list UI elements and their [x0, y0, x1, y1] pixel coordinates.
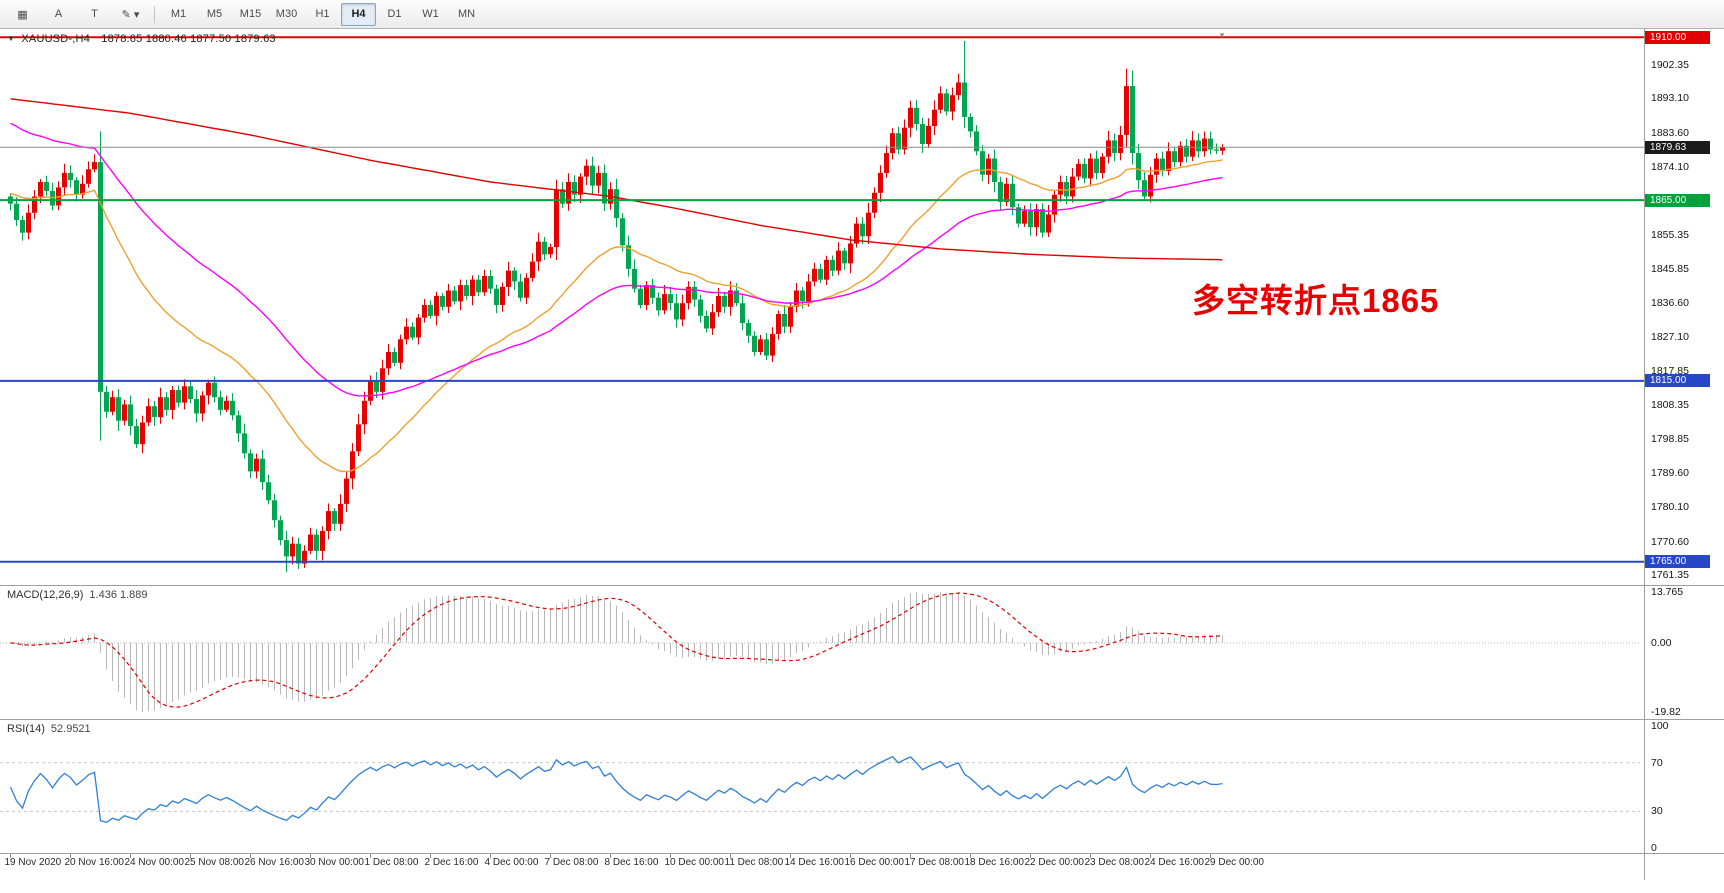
symbol-period-label: XAUUSD-,H4: [21, 33, 91, 45]
macd-scale-min: -19.82: [1651, 706, 1681, 718]
macd-name: MACD(12,26,9): [7, 589, 84, 601]
rsi-scale-70: 70: [1651, 757, 1663, 769]
time-axis-label: 30 Nov 00:00: [304, 857, 365, 868]
macd-scale-zero: 0.00: [1651, 637, 1672, 649]
time-axis-label: 16 Dec 00:00: [844, 857, 905, 868]
price-tag-1865.00: 1865.00: [1645, 194, 1710, 207]
timeframe-button-m1[interactable]: M1: [170, 8, 187, 20]
time-axis-label: 10 Dec 00:00: [664, 857, 725, 868]
timeframe-button-w1[interactable]: W1: [422, 8, 439, 20]
time-axis-label: 18 Dec 16:00: [964, 857, 1025, 868]
macd-values: 1.436 1.889: [89, 589, 148, 601]
text-tool-button[interactable]: A: [54, 8, 63, 20]
price-tag-1910.00: 1910.00: [1645, 31, 1710, 44]
price-axis-label: 1855.35: [1651, 229, 1689, 241]
price-axis-label: 1893.10: [1651, 92, 1689, 104]
time-axis-label: 22 Dec 00:00: [1024, 857, 1085, 868]
time-axis-label: 26 Nov 16:00: [244, 857, 305, 868]
time-axis-label: 11 Dec 08:00: [724, 857, 784, 868]
rsi-value: 52.9521: [50, 723, 91, 735]
timeframe-button-mn[interactable]: MN: [457, 8, 476, 20]
rsi-scale-0: 0: [1651, 842, 1657, 854]
rsi-scale-100: 100: [1651, 720, 1669, 732]
timeframe-button-d1[interactable]: D1: [387, 8, 402, 20]
timeframe-button-h1[interactable]: H1: [315, 8, 330, 20]
time-axis-label: 17 Dec 08:00: [904, 857, 965, 868]
symbol-quote-header: ▼ XAUUSD-,H4 1878.65 1880.46 1877.50 187…: [7, 33, 276, 45]
time-axis-label: 24 Nov 00:00: [124, 857, 185, 868]
timeframe-button-h4[interactable]: H4: [341, 2, 376, 26]
type-tool-button[interactable]: T: [91, 8, 98, 20]
timeframe-button-m5[interactable]: M5: [206, 8, 223, 20]
one-click-dropdown-icon[interactable]: ▼: [7, 34, 16, 43]
price-axis-label: 1874.10: [1651, 161, 1689, 173]
price-axis-label: 1798.85: [1651, 433, 1689, 445]
price-axis-label: 1902.35: [1651, 59, 1689, 71]
time-axis-label: 25 Nov 08:00: [184, 857, 245, 868]
chart-mode-button[interactable]: ▦: [17, 8, 28, 21]
chart-toolbar: ▦ A T ✎ ▾ M1 M5 M15 M30 H1 H4 D1 W1 MN: [0, 0, 1724, 29]
time-axis-label: 29 Dec 00:00: [1204, 857, 1265, 868]
price-axis-label: 1836.60: [1651, 297, 1689, 309]
quote-ohlc-label: 1878.65 1880.46 1877.50 1879.63: [101, 33, 276, 45]
draw-tools-dropdown-button[interactable]: ✎ ▾: [121, 8, 140, 21]
time-axis-label: 1 Dec 08:00: [364, 857, 419, 868]
time-axis-label: 8 Dec 16:00: [604, 857, 659, 868]
price-axis-label: 1883.60: [1651, 127, 1689, 139]
time-axis-label: 23 Dec 08:00: [1084, 857, 1145, 868]
rsi-name: RSI(14): [7, 723, 45, 735]
price-axis-label: 1789.60: [1651, 467, 1689, 479]
price-axis-label: 1761.35: [1651, 569, 1689, 581]
chart-annotation-text: 多空转折点1865: [1192, 282, 1440, 319]
price-axis-label: 1770.60: [1651, 536, 1689, 548]
time-axis-label: 20 Nov 16:00: [64, 857, 125, 868]
time-axis-label: 24 Dec 16:00: [1144, 857, 1205, 868]
price-axis-label: 1827.10: [1651, 331, 1689, 343]
timeframe-group: M1 M5 M15 M30 H1 H4 D1 W1 MN: [161, 2, 484, 26]
time-axis-label: 14 Dec 16:00: [784, 857, 845, 868]
toolbar-separator: [154, 5, 155, 23]
price-axis-label: 1845.85: [1651, 263, 1689, 275]
macd-scale-max: 13.765: [1651, 586, 1684, 598]
rsi-scale-30: 30: [1651, 805, 1663, 817]
time-axis-label: 2 Dec 16:00: [424, 857, 479, 868]
current-price-tag: 1879.63: [1645, 141, 1710, 154]
time-axis-label: 4 Dec 00:00: [484, 857, 539, 868]
timeframe-button-m30[interactable]: M30: [275, 8, 298, 20]
price-axis-label: 1780.10: [1651, 501, 1689, 513]
macd-indicator-label: MACD(12,26,9) 1.436 1.889: [7, 589, 148, 601]
price-tag-1765.00: 1765.00: [1645, 555, 1710, 568]
timeframe-button-m15[interactable]: M15: [239, 8, 262, 20]
chart-shift-marker-icon[interactable]: ▼: [1218, 31, 1226, 40]
drawing-tools-group: ▦ A T ✎ ▾: [5, 3, 148, 26]
price-axis-label: 1808.35: [1651, 399, 1689, 411]
price-tag-1815.00: 1815.00: [1645, 374, 1710, 387]
rsi-indicator-label: RSI(14) 52.9521: [7, 723, 91, 735]
time-axis-label: 7 Dec 08:00: [544, 857, 599, 868]
time-axis-label: 19 Nov 2020: [4, 857, 62, 868]
